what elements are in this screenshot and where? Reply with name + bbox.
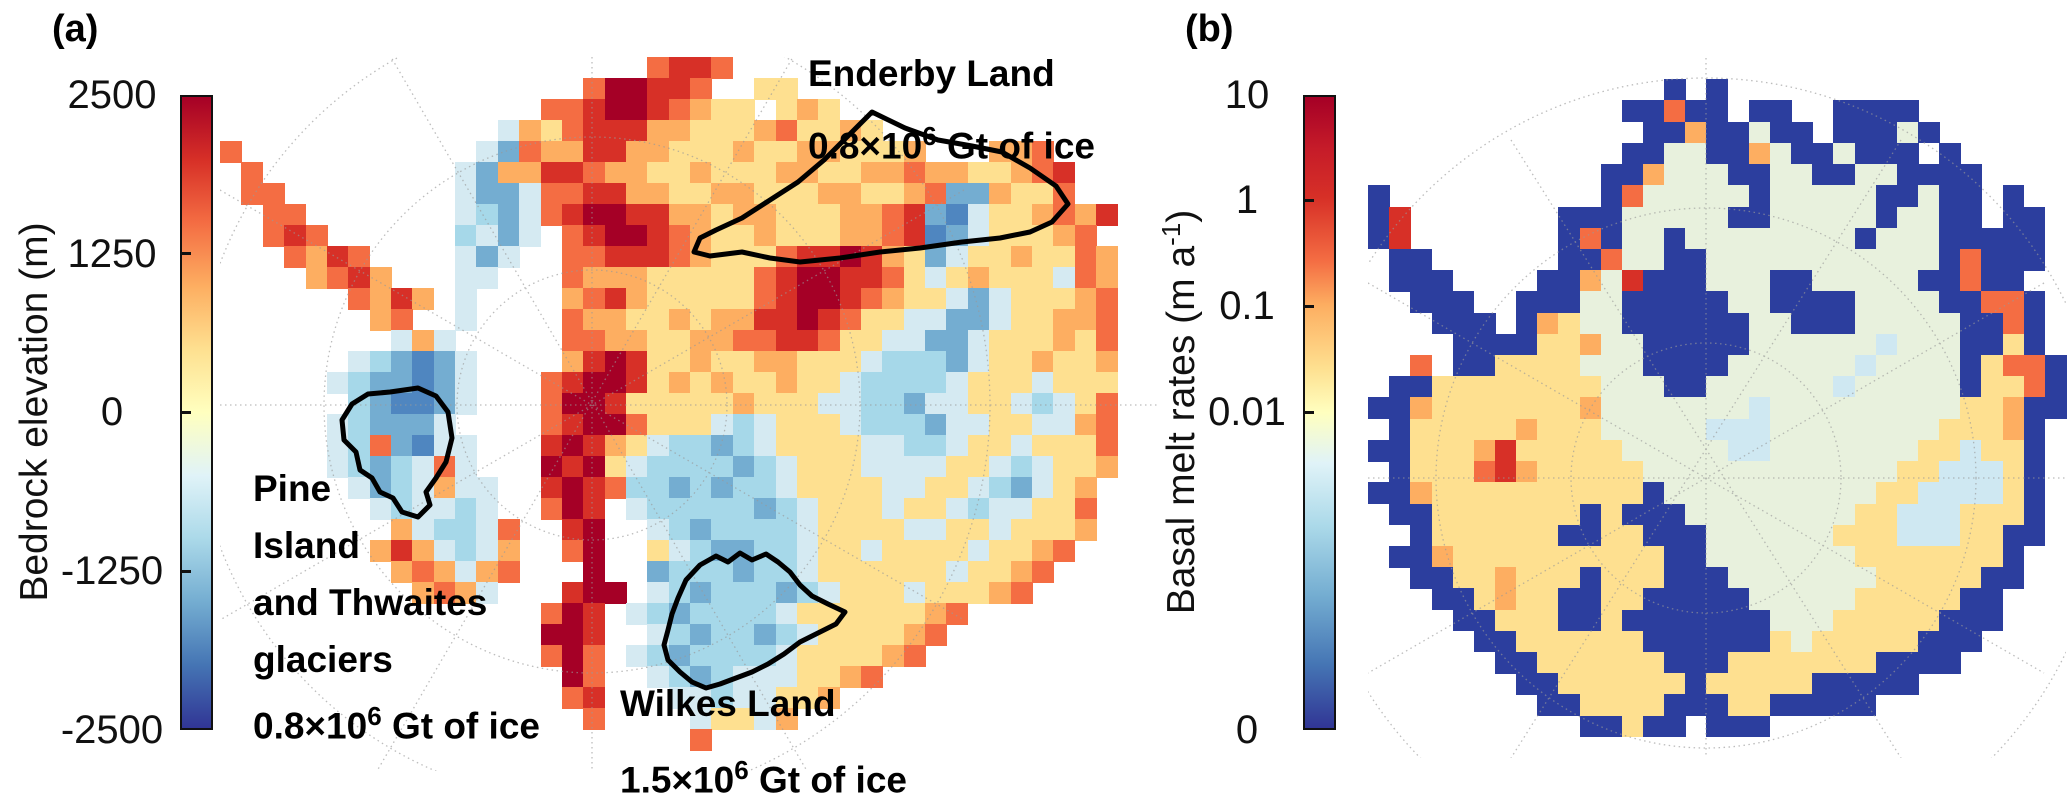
panel-a-label: (a) (52, 8, 99, 50)
annotation-line: Pine (253, 468, 332, 509)
antarctica-bedrock-map (220, 57, 1160, 771)
graticule (1368, 58, 2066, 758)
axis-label-bedrock-elevation: Bedrock elevation (m) (13, 222, 56, 602)
bedrock-heatmap-grid (220, 57, 1160, 771)
region-outline-pine-island-thwaites (339, 385, 455, 520)
annotation-wilkes-land: Wilkes Land 1.5×106 Gt of ice (620, 679, 907, 805)
colorbar-tick-label: 0.1 (1219, 284, 1275, 328)
region-outline-wilkes-land (661, 550, 848, 691)
colorbar-tick-label: 1250 (67, 232, 157, 276)
colorbar-tick-label: 1 (1235, 178, 1259, 222)
region-outline-enderby-land (691, 109, 1071, 265)
annotation-title: Enderby Land (808, 53, 1055, 94)
colorbar-tick-mark (182, 570, 191, 573)
colorbar-tick-mark (182, 252, 191, 255)
annotation-ice-mass: 0.8×106 Gt of ice (253, 701, 540, 747)
annotation-ice-mass: 0.8×106 Gt of ice (808, 121, 1095, 167)
colorbar-tick-label: 2500 (67, 73, 157, 117)
colorbar-tick-mark (1305, 411, 1314, 414)
annotation-line: and Thwaites (253, 582, 488, 623)
axis-label-basal-melt-rates: Basal melt rates (m a-1) (1156, 209, 1203, 615)
colorbar-tick-label: -1250 (60, 549, 164, 593)
annotation-line: Island (253, 525, 360, 566)
colorbar-tick-label: -2500 (60, 708, 164, 752)
colorbar-tick-label: 0 (100, 390, 124, 434)
region-outlines (339, 109, 1071, 691)
colorbar-tick-mark (182, 411, 191, 414)
annotation-line: glaciers (253, 639, 393, 680)
annotation-ice-mass: 1.5×106 Gt of ice (620, 755, 907, 801)
colorbar-tick-mark (1305, 199, 1314, 202)
graticule (220, 57, 1160, 771)
colorbar-tick-label: 0.01 (1208, 390, 1286, 434)
panel-b-label: (b) (1185, 8, 1234, 50)
annotation-title: Wilkes Land (620, 683, 836, 724)
annotation-pine-island-thwaites: Pine Island and Thwaites glaciers 0.8×10… (253, 460, 540, 754)
melt-heatmap-grid (1368, 58, 2067, 758)
antarctica-melt-map (1368, 58, 2067, 758)
colorbar-tick-label: 10 (1224, 73, 1270, 117)
annotation-enderby-land: Enderby Land 0.8×106 Gt of ice (808, 50, 1095, 170)
colorbar-tick-label: 0 (1235, 708, 1259, 752)
colorbar-tick-mark (1305, 305, 1314, 308)
